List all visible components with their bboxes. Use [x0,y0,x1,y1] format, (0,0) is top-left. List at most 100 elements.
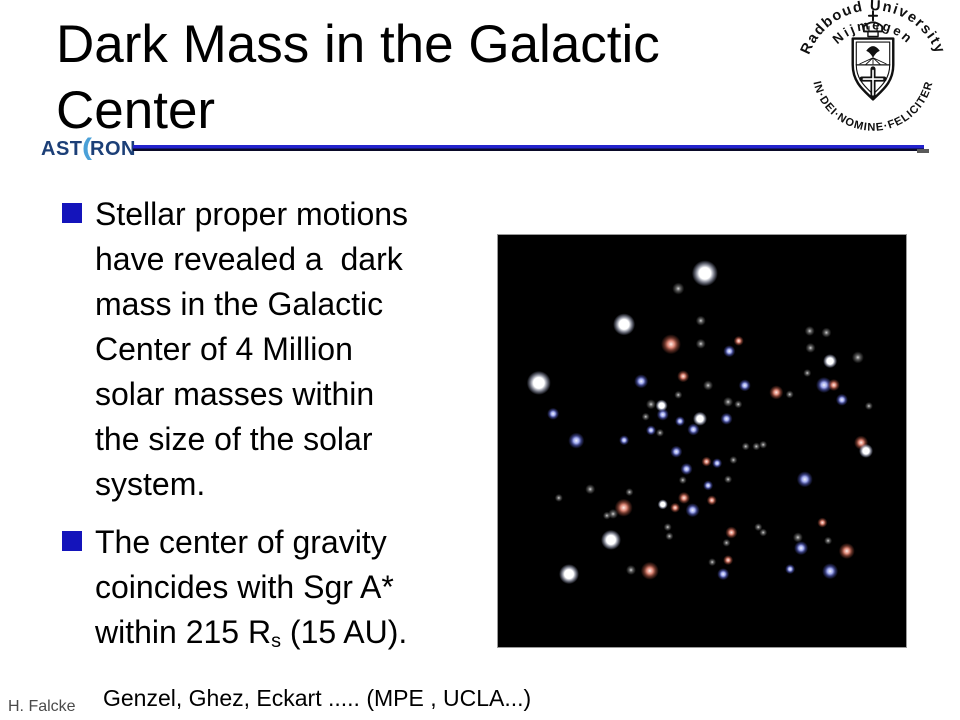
star [665,532,674,541]
star [656,408,669,421]
star [722,538,731,547]
bullet-2-text: The center of gravity coincides with Sgr… [95,520,407,660]
star [734,400,743,409]
astron-dish-icon: ( [81,134,93,161]
star [794,541,809,556]
star [680,463,693,475]
slide-title: Dark Mass in the Galactic Center [56,15,660,140]
bullet-list: Stellar proper motions have revealed a d… [62,192,492,660]
star [785,390,794,399]
star [547,407,560,420]
star [663,523,672,532]
star [706,495,717,506]
bullet-line: have revealed a dark [95,241,403,277]
star [729,456,738,464]
star [785,564,796,575]
radboud-seal-icon: Radboud University Nijmegen IN·DEI·NOMIN… [798,0,947,134]
star [678,476,687,485]
bullet-line: Center of 4 Million [95,331,353,367]
star [670,502,681,513]
star [687,423,700,436]
starfield-image [497,234,907,648]
star [759,528,768,537]
star [695,338,706,349]
star [717,568,730,581]
star [723,345,736,358]
star [759,440,768,449]
star [838,543,855,559]
astron-logo: AST(RON [41,134,136,161]
star [864,402,873,410]
star [695,315,706,326]
bullet-1-text: Stellar proper motions have revealed a d… [95,192,408,507]
title-underline [133,145,929,153]
radboud-shield-icon [851,10,895,101]
star [585,484,596,495]
star [656,428,664,437]
star [738,379,751,392]
star [754,523,763,532]
star [677,370,690,383]
star [725,526,738,539]
bullet-square-icon [62,203,82,223]
star [568,432,585,449]
star [792,532,803,543]
star [741,442,750,451]
star [821,327,832,338]
star [641,412,650,421]
star [657,499,668,510]
radboud-university-logo: Radboud University Nijmegen IN·DEI·NOMIN… [797,0,949,149]
star [804,326,815,336]
bullet-line: coincides with Sgr A* [95,569,394,605]
star [827,379,840,391]
star [851,351,864,364]
star [691,260,718,287]
star [626,565,636,575]
star [655,399,668,412]
star [559,564,579,585]
star [703,380,714,391]
star [619,435,630,446]
star [670,445,683,458]
bullet-item-2: The center of gravity coincides with Sgr… [62,520,492,660]
citation-text: Genzel, Ghez, Eckart ..... (MPE , UCLA..… [103,685,532,711]
bullet-square-icon [62,531,82,551]
bullet-line: Stellar proper motions [95,196,409,232]
star [646,399,656,410]
star [701,456,712,467]
bullet-line: system. [95,466,206,502]
star [674,390,683,399]
star [723,555,734,566]
bullet-line: within 215 Rs (15 AU). [95,614,408,653]
star [661,334,681,355]
star [601,529,621,550]
star [634,374,649,389]
star [685,503,700,518]
bullet-item-1: Stellar proper motions have revealed a d… [62,192,492,507]
star [646,425,656,436]
star [708,558,717,567]
bullet-line: solar masses within [95,376,375,412]
star [752,442,761,451]
star [724,475,733,484]
bullet-line: The center of gravity [95,524,387,560]
bullet-line: mass in the Galactic [95,286,384,322]
star [796,471,813,488]
star [672,282,685,295]
star [720,412,733,425]
star [602,511,611,520]
star [805,342,816,353]
star [613,313,636,336]
star [554,493,563,502]
star [835,393,848,406]
star [678,491,690,504]
star [703,480,714,491]
star [859,443,873,458]
bullet-line: the size of the solar [95,421,373,457]
star [817,517,828,528]
starfield-svg [526,260,873,585]
star [526,370,551,395]
star [824,536,833,545]
star [723,396,734,407]
star [640,561,659,580]
